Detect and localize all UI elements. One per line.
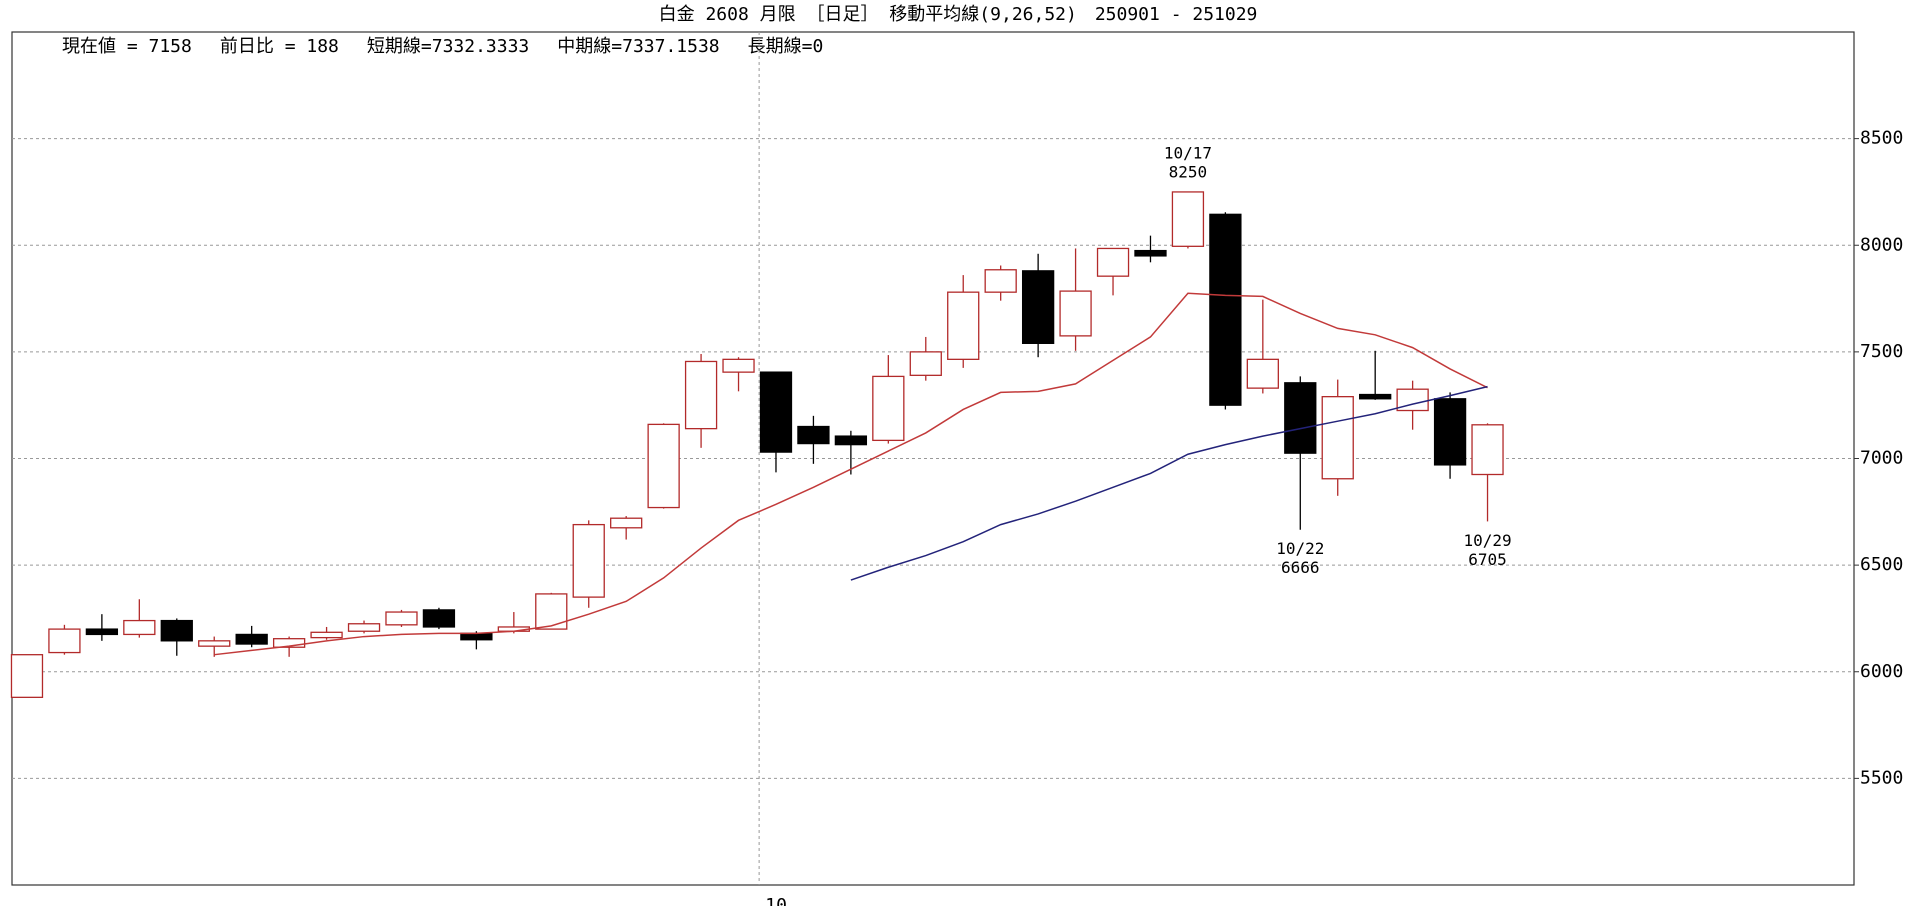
candle-body (422, 609, 456, 628)
candle-body (310, 631, 343, 639)
candle-body (872, 375, 905, 442)
moving-average-line (850, 385, 1488, 581)
y-tick-label: 8000 (1860, 234, 1903, 255)
candle-body (10, 654, 44, 698)
info-item: 短期線=7332.3333 (367, 36, 529, 57)
candle-body (1246, 358, 1279, 389)
x-tick-label: 10 (765, 895, 787, 906)
info-item: 長期線=0 (748, 36, 824, 57)
candle-body (48, 628, 81, 654)
candle-body (1134, 249, 1167, 257)
candle-body (1096, 247, 1130, 277)
candle-body (684, 360, 718, 430)
candle-body (347, 623, 381, 632)
candle-body (909, 351, 942, 376)
annotation-value: 6666 (1281, 558, 1320, 577)
candle-body (1209, 213, 1242, 406)
y-tick-label: 7500 (1860, 341, 1903, 362)
candle-body (834, 435, 868, 446)
candle-body (1171, 191, 1205, 247)
annotation-date: 10/29 (1463, 531, 1511, 550)
candle-body (1321, 396, 1354, 480)
moving-average-line (214, 292, 1488, 656)
candle-body (947, 291, 980, 360)
candle-body (85, 628, 119, 636)
candle-body (1284, 382, 1317, 454)
annotation-value: 8250 (1169, 162, 1208, 181)
candle-body (460, 632, 493, 641)
candle-body (647, 423, 680, 509)
candle-body (1059, 290, 1092, 337)
candle-body (1021, 270, 1055, 344)
candle-body (759, 371, 793, 453)
info-item: 中期線=7337.1538 (557, 36, 719, 57)
annotation-date: 10/17 (1164, 143, 1212, 162)
candle-body (535, 593, 568, 630)
annotation-value: 6705 (1468, 550, 1507, 569)
candle-body (235, 633, 268, 645)
info-item: 前日比 = 188 (220, 36, 339, 57)
candle-body (984, 269, 1017, 293)
candle-body (572, 523, 605, 598)
candle-body (385, 611, 418, 626)
candle-body (272, 638, 306, 648)
y-tick-label: 8500 (1860, 128, 1903, 149)
y-tick-label: 6000 (1860, 661, 1903, 682)
candle-body (722, 358, 755, 373)
y-tick-label: 6500 (1860, 554, 1903, 575)
candle-body (1433, 398, 1467, 466)
candle-body (610, 517, 643, 529)
info-item: 現在値 = 7158 (62, 36, 192, 57)
candle-body (123, 619, 156, 636)
y-tick-label: 7000 (1860, 448, 1903, 469)
candle-body (160, 619, 193, 642)
candle-body (797, 425, 830, 445)
y-tick-label: 5500 (1860, 767, 1903, 788)
annotation-date: 10/22 (1276, 539, 1324, 558)
candle-body (1359, 393, 1392, 400)
candle-body (198, 640, 231, 647)
chart-title: 白金 2608 月限 ［日足］ 移動平均線(9,26,52) 250901 - … (659, 4, 1258, 25)
candle-body (1471, 424, 1504, 476)
